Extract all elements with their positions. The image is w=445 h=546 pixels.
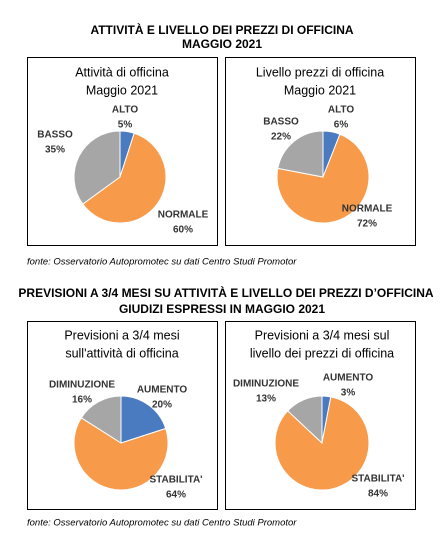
chart-title: Maggio 2021 (284, 83, 356, 97)
section-title: PREVISIONI A 3/4 MESI SU ATTIVITÀ E LIVE… (18, 285, 433, 300)
slice-label: ALTO (328, 105, 355, 116)
slice-label: NORMALE (158, 210, 209, 221)
chart-title: Livello prezzi di officina (256, 65, 384, 79)
slice-label: BASSO (37, 130, 73, 141)
source: fonte: Osservatorio Autopromotec su dati… (27, 518, 297, 529)
value-label: 5% (118, 120, 133, 131)
slice-label: BASSO (263, 117, 299, 128)
pie-slice (287, 395, 323, 445)
chart-title: Attività di officina (75, 65, 169, 79)
value-label: 35% (45, 145, 65, 156)
value-label: 16% (72, 395, 92, 406)
slice-label: NORMALE (342, 204, 393, 215)
pie-slice (73, 417, 169, 491)
value-label: 13% (256, 394, 276, 405)
pie-slice (120, 395, 167, 444)
chart-title: Maggio 2021 (86, 83, 158, 97)
section-title: MAGGIO 2021 (182, 37, 262, 51)
chart-title: sull'attività di officina (65, 346, 178, 360)
chart-title: livello dei prezzi di officina (250, 346, 394, 360)
slice-label: STABILITA' (351, 474, 404, 485)
value-label: 22% (271, 132, 291, 143)
source: fonte: Osservatorio Autopromotec su dati… (27, 257, 297, 268)
value-label: 84% (368, 489, 388, 500)
section-title: ATTIVITÀ E LIVELLO DEI PREZZI DI OFFICIN… (90, 22, 353, 37)
pie-slice (73, 130, 121, 205)
slice-label: AUMENTO (323, 373, 374, 384)
section-title: GIUDIZI ESPRESSI IN MAGGIO 2021 (119, 302, 325, 316)
value-label: 72% (357, 219, 377, 230)
pie-slice (82, 132, 167, 224)
chart-title: Previsioni a 3/4 mesi (64, 328, 179, 342)
pie-slice (276, 133, 370, 224)
value-label: 3% (341, 388, 356, 399)
value-label: 64% (166, 490, 186, 501)
slice-label: DIMINUZIONE (49, 380, 115, 391)
pie-slice (277, 130, 324, 178)
value-label: 60% (173, 225, 193, 236)
slice-label: STABILITA' (149, 475, 202, 486)
chart-title: Previsioni a 3/4 mesi sul (255, 328, 390, 342)
slice-label: ALTO (112, 105, 139, 116)
value-label: 6% (334, 120, 349, 131)
pie-slice (80, 395, 122, 444)
value-label: 20% (152, 400, 172, 411)
slice-label: AUMENTO (137, 385, 188, 396)
slice-label: DIMINUZIONE (233, 379, 299, 390)
